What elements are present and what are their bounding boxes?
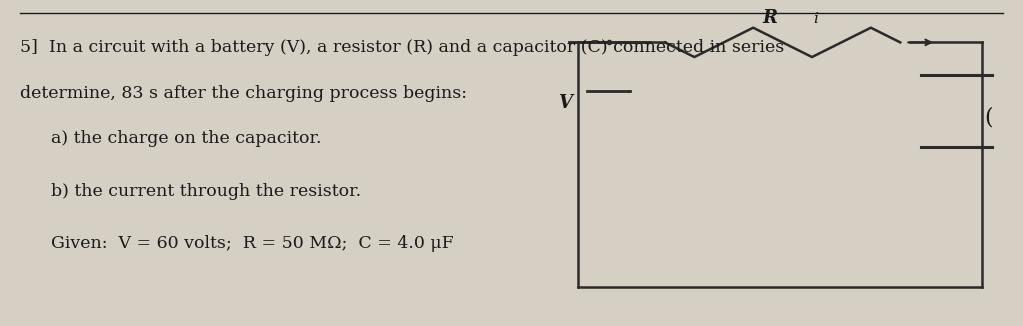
Text: Given:  V = 60 volts;  R = 50 MΩ;  C = 4.0 μF: Given: V = 60 volts; R = 50 MΩ; C = 4.0 … — [51, 235, 454, 252]
Text: b) the current through the resistor.: b) the current through the resistor. — [51, 183, 361, 200]
Text: V: V — [558, 94, 572, 111]
Text: (: ( — [984, 107, 992, 129]
Text: 5]  In a circuit with a battery (V), a resistor (R) and a capacitor (C) connecte: 5] In a circuit with a battery (V), a re… — [20, 39, 785, 56]
Text: i: i — [813, 12, 818, 26]
Text: a) the charge on the capacitor.: a) the charge on the capacitor. — [51, 130, 321, 147]
Text: R: R — [762, 9, 777, 27]
Text: determine, 83 s after the charging process begins:: determine, 83 s after the charging proce… — [20, 85, 468, 102]
